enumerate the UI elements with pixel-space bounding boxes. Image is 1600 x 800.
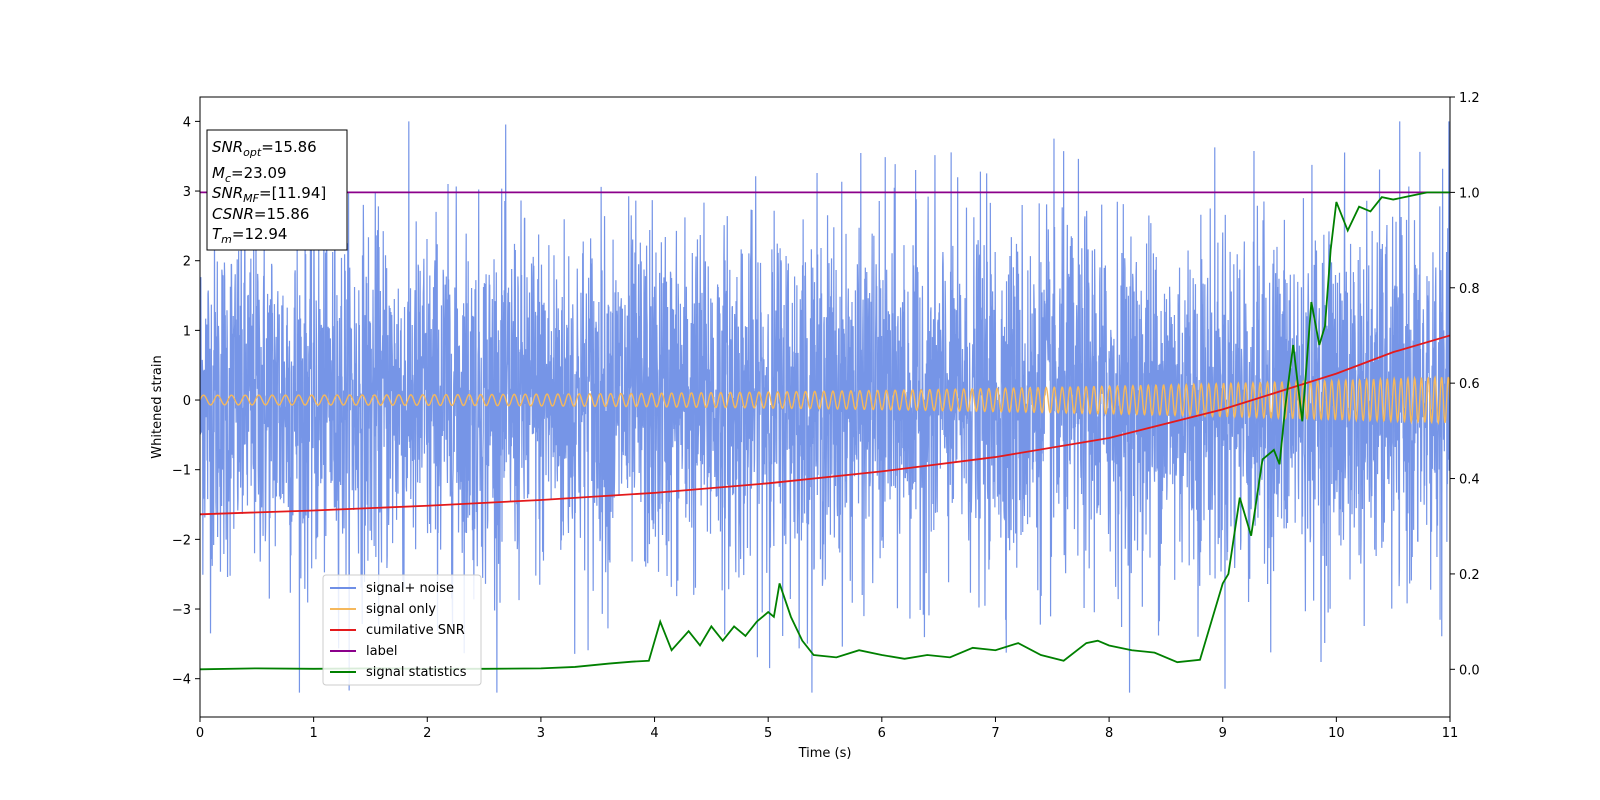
info-csnr: CSNR=15.86 xyxy=(212,205,309,223)
legend-label-cumulative-snr: cumilative SNR xyxy=(366,623,465,638)
y-tick-label: −2 xyxy=(172,533,191,548)
legend-label-signal-noise: signal+ noise xyxy=(366,581,454,596)
legend-frame xyxy=(322,574,482,686)
info-tm: Tm=12.94 xyxy=(212,225,287,246)
info-snr-opt-value: =15.86 xyxy=(261,138,317,156)
plot-frame xyxy=(199,96,1451,718)
x-tick-label: 11 xyxy=(1442,726,1459,741)
info-box: SNRopt=15.86 Mc=23.09 SNRMF=[11.94] CSNR… xyxy=(206,129,348,251)
info-mc: Mc=23.09 xyxy=(212,164,287,185)
x-tick-label: 3 xyxy=(537,726,545,741)
y2-tick-label: 1.0 xyxy=(1459,186,1480,201)
y-axis-label: Whitened strain xyxy=(150,355,165,458)
y-tick-label: 3 xyxy=(183,185,191,200)
x-tick-label: 2 xyxy=(423,726,431,741)
x-tick-label: 5 xyxy=(764,726,772,741)
info-snr-opt-sub: opt xyxy=(243,146,262,159)
y-tick-label: −3 xyxy=(172,603,191,618)
info-box-frame xyxy=(206,129,348,251)
y-tick-label: 2 xyxy=(183,255,191,270)
info-tm-sub: m xyxy=(221,233,232,246)
y-tick-label: 1 xyxy=(183,324,191,339)
x-tick-label: 1 xyxy=(309,726,317,741)
axis-ticks: 0 1 2 3 4 5 6 7 8 9 10 11 −4 −3 −2 −1 0 1 2 3 4 0.0 0.2 0.4 0.6 0… xyxy=(172,91,1480,741)
series-signal-only xyxy=(200,375,1450,426)
legend-label-signal-statistics: signal statistics xyxy=(366,665,467,680)
x-tick-label: 0 xyxy=(196,726,204,741)
info-csnr-value: =15.86 xyxy=(254,205,310,223)
x-tick-label: 10 xyxy=(1328,726,1345,741)
info-snr-opt-var: SNR xyxy=(212,138,243,156)
y-tick-label: −1 xyxy=(172,464,191,479)
info-mc-var: M xyxy=(212,164,225,182)
series-cumulative-snr xyxy=(200,334,1450,516)
y2-tick-label: 0.6 xyxy=(1459,377,1480,392)
info-mc-sub: c xyxy=(225,172,231,185)
y2-tick-label: 0.4 xyxy=(1459,473,1480,488)
legend-label-signal-only: signal only xyxy=(366,602,436,617)
info-snr-mf: SNRMF=[11.94] xyxy=(212,184,326,205)
y-tick-label: 4 xyxy=(183,115,191,130)
info-csnr-var: CSNR xyxy=(212,205,254,223)
info-snr-mf-sub: MF xyxy=(243,192,259,205)
x-tick-label: 4 xyxy=(650,726,658,741)
x-tick-label: 7 xyxy=(991,726,999,741)
y2-tick-label: 0.0 xyxy=(1459,663,1480,678)
info-snr-mf-value: =[11.94] xyxy=(259,184,326,202)
info-mc-value: =23.09 xyxy=(231,164,287,182)
y2-tick-label: 0.2 xyxy=(1459,568,1480,583)
x-tick-label: 8 xyxy=(1105,726,1113,741)
x-tick-label: 9 xyxy=(1219,726,1227,741)
info-tm-value: =12.94 xyxy=(232,225,288,243)
series-signal-statistics xyxy=(200,191,1450,671)
legend: signal+ noise signal only cumilative SNR… xyxy=(322,574,482,686)
y2-tick-label: 0.8 xyxy=(1459,282,1480,297)
y-tick-label: −4 xyxy=(172,673,191,688)
x-axis-label: Time (s) xyxy=(798,746,852,761)
y-tick-label: 0 xyxy=(183,394,191,409)
y2-tick-label: 1.2 xyxy=(1459,91,1480,106)
plot-series-layer xyxy=(200,121,1450,693)
info-snr-mf-var: SNR xyxy=(212,184,243,202)
info-tm-var: T xyxy=(212,225,223,243)
info-snr-opt: SNRopt=15.86 xyxy=(212,138,317,159)
legend-label-label: label xyxy=(366,644,397,659)
x-tick-label: 6 xyxy=(878,726,886,741)
